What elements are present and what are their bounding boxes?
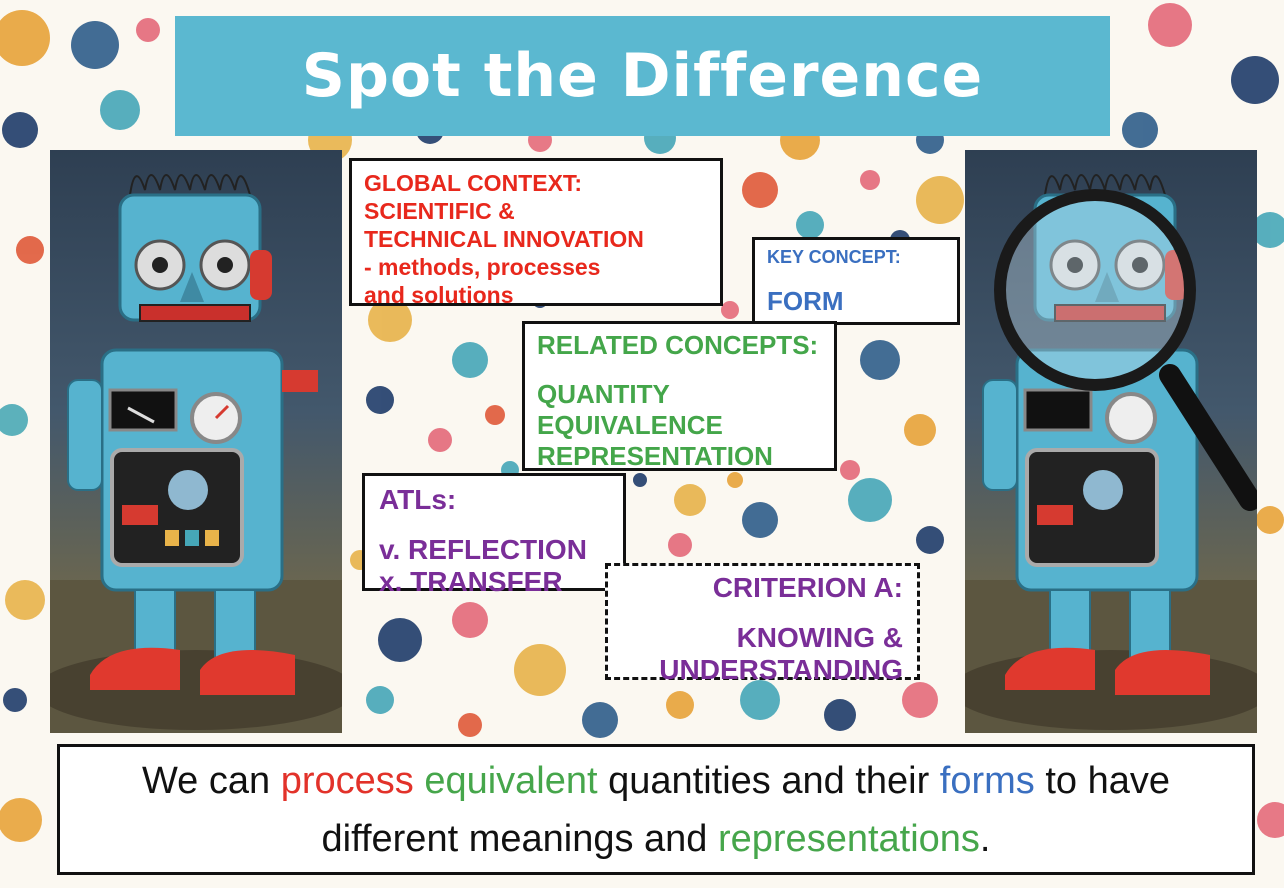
global-context-line: SCIENTIFIC &	[364, 198, 515, 224]
related-concept-item: QUANTITY	[537, 379, 670, 409]
key-concept-box: KEY CONCEPT: FORM	[752, 237, 960, 325]
related-concept-item: EQUIVALENCE	[537, 410, 723, 440]
criterion-item: KNOWING &	[736, 622, 903, 653]
global-context-label: GLOBAL CONTEXT:	[364, 170, 583, 196]
page-title: Spot the Difference	[301, 41, 984, 111]
criterion-label: CRITERION A:	[712, 572, 903, 603]
related-concept-item: REPRESENTATION	[537, 441, 773, 471]
statement-period: .	[979, 817, 991, 860]
title-banner: Spot the Difference	[175, 16, 1110, 136]
global-context-line: TECHNICAL INNOVATION	[364, 226, 644, 252]
robot-image-left	[50, 150, 342, 733]
robot-antenna-spring	[129, 174, 251, 196]
key-concept-label: KEY CONCEPT:	[767, 247, 901, 267]
learning-statement: We can process equivalent quantities and…	[57, 744, 1255, 875]
atl-item: v. REFLECTION	[379, 534, 587, 565]
robot-image-right	[965, 150, 1257, 733]
criterion-box: CRITERION A: KNOWING & UNDERSTANDING	[605, 563, 920, 685]
atls-box: ATLs: v. REFLECTION x. TRANSFER	[362, 473, 626, 597]
magnifying-glass-icon	[994, 189, 1257, 511]
statement-text: to have different meanings and	[321, 759, 1171, 860]
statement-word-forms: forms	[939, 759, 1035, 802]
global-context-box: GLOBAL CONTEXT: SCIENTIFIC & TECHNICAL I…	[349, 158, 723, 308]
statement-word-process: process	[280, 759, 414, 802]
criterion-item: UNDERSTANDING	[659, 654, 903, 685]
related-concepts-label: RELATED CONCEPTS:	[537, 330, 819, 360]
key-concept-value: FORM	[767, 286, 844, 316]
global-context-line: and solutions	[364, 282, 514, 308]
statement-text: We can	[141, 759, 271, 802]
statement-word-equivalent: equivalent	[424, 759, 598, 802]
statement-text: quantities and their	[608, 759, 930, 802]
global-context-line: - methods, processes	[364, 254, 601, 280]
related-concepts-box: RELATED CONCEPTS: QUANTITY EQUIVALENCE R…	[522, 321, 837, 471]
statement-word-representations: representations	[717, 817, 980, 860]
atls-label: ATLs:	[379, 484, 457, 515]
atl-item: x. TRANSFER	[379, 566, 563, 597]
